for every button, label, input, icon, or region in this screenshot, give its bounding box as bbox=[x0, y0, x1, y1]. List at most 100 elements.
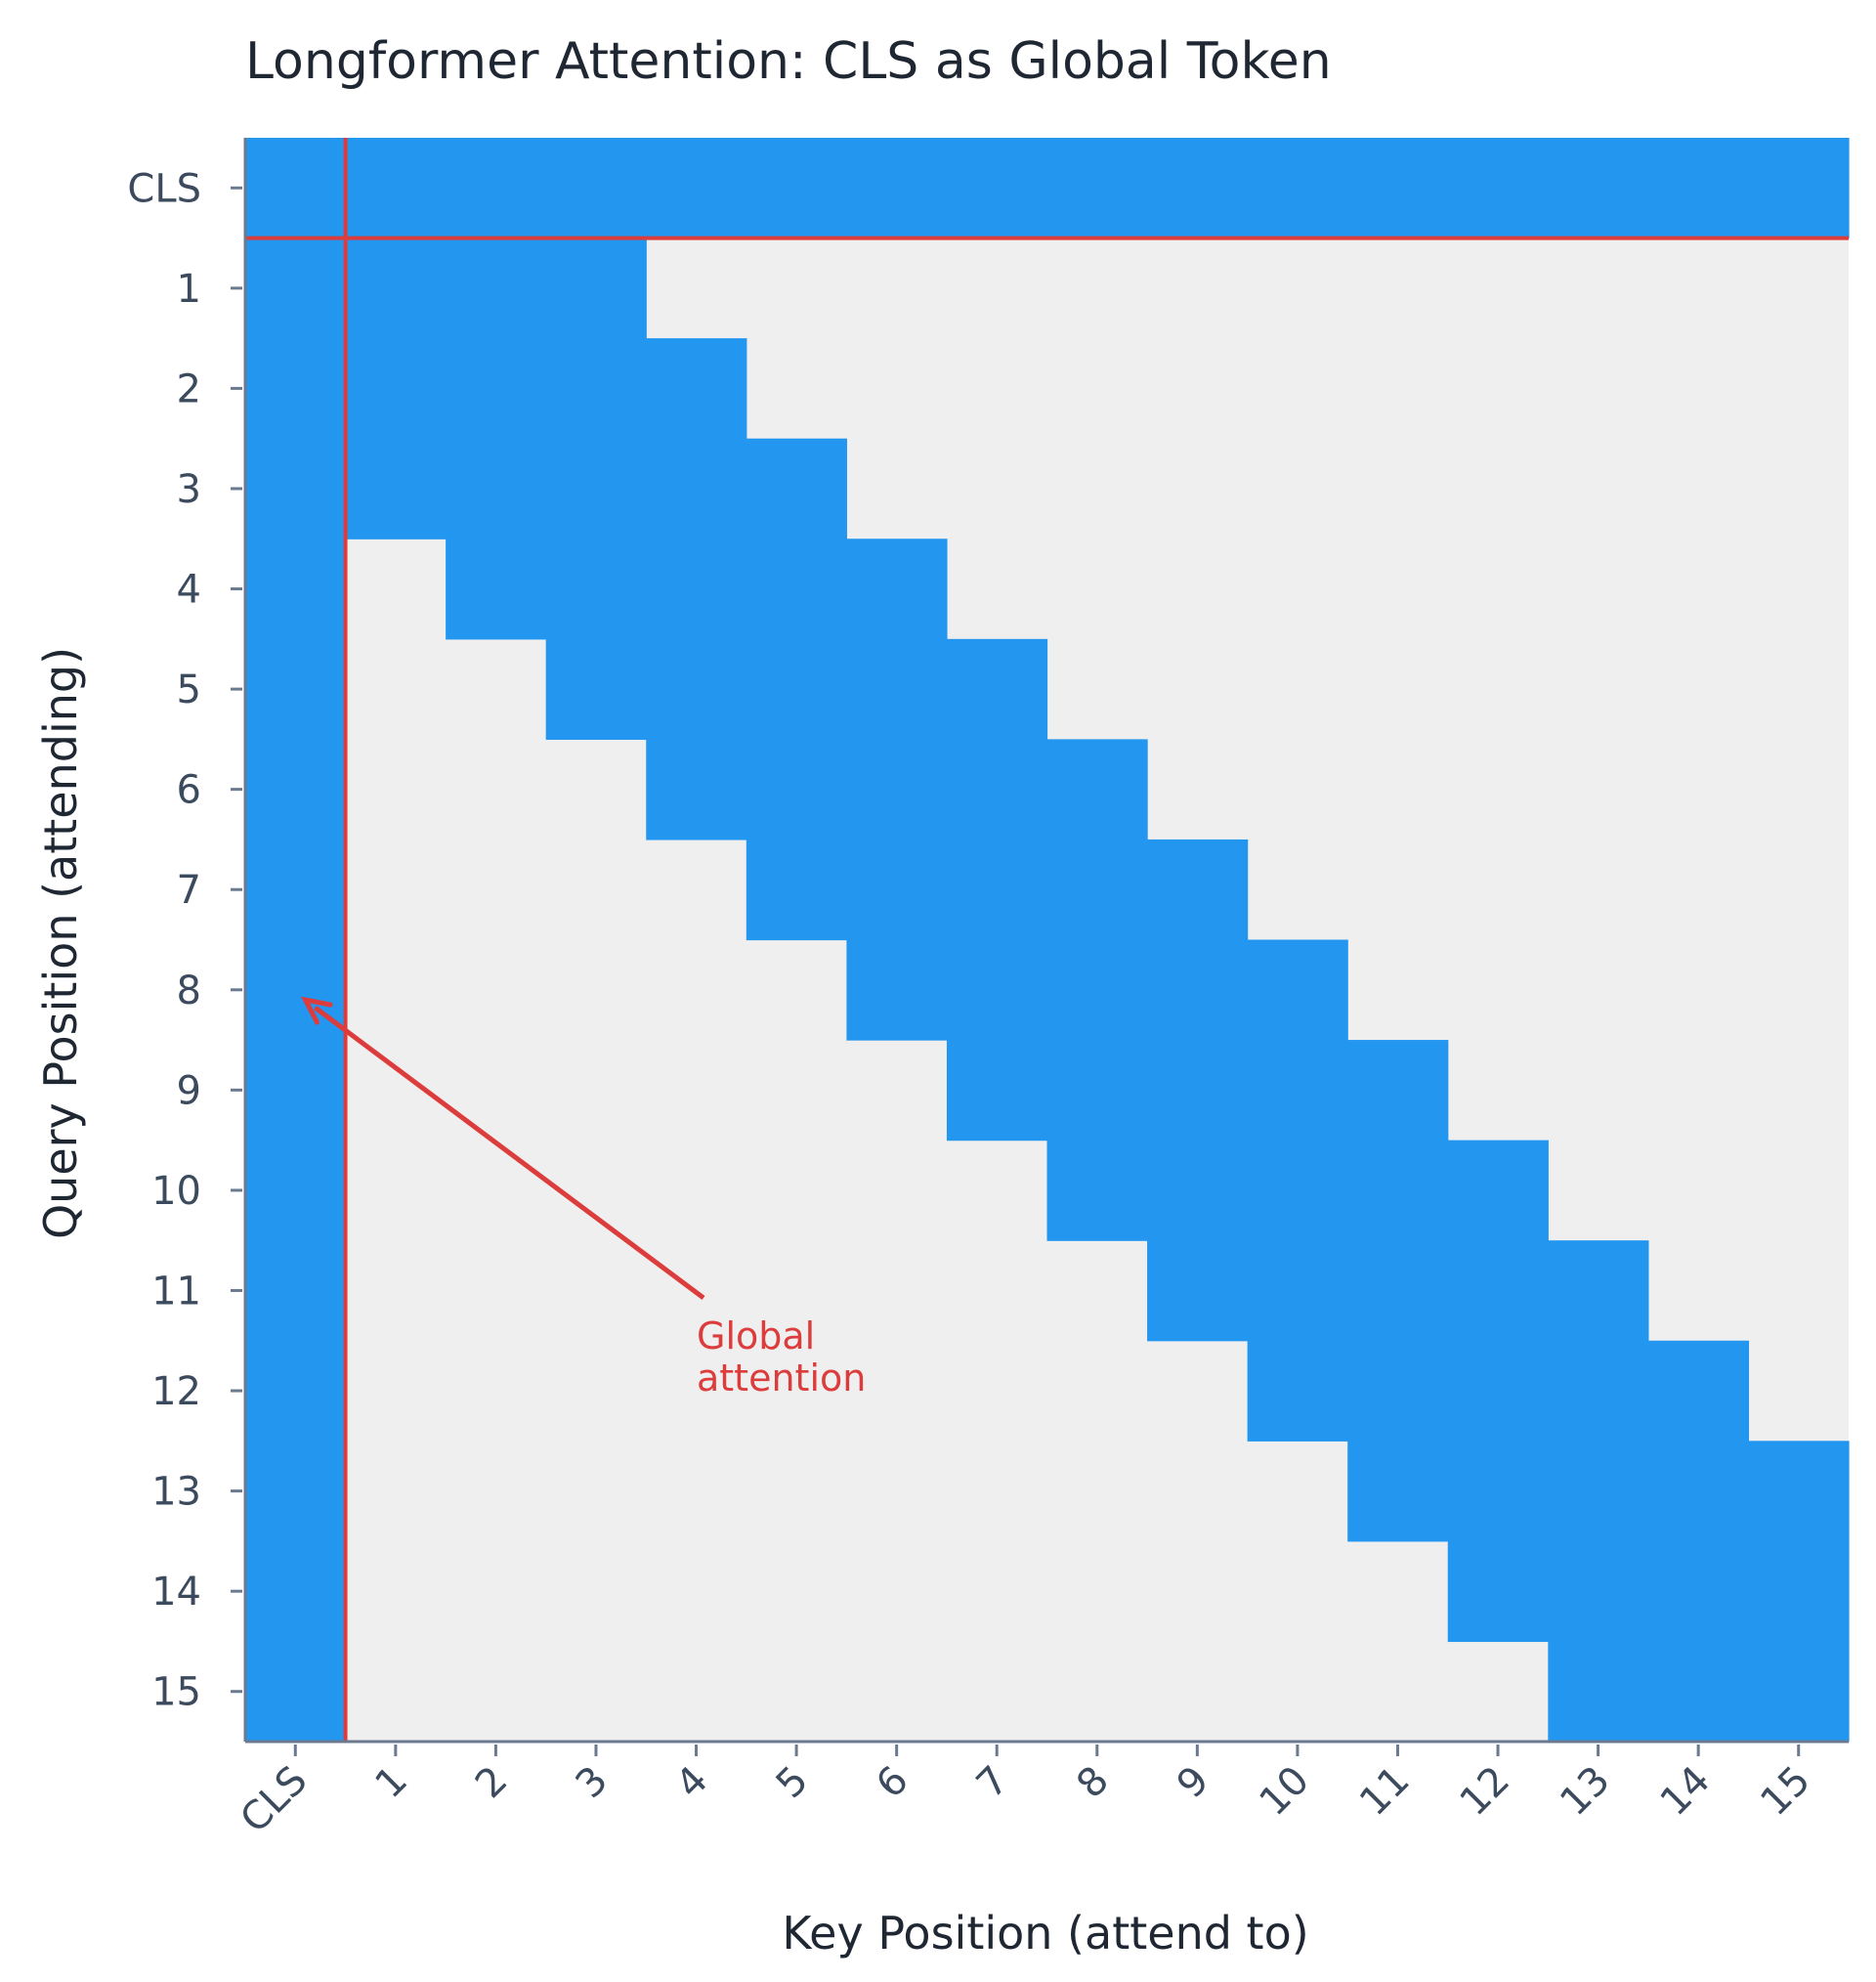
heatmap-cell bbox=[545, 338, 647, 440]
heatmap-cell bbox=[1247, 1340, 1348, 1442]
heatmap-cell bbox=[245, 438, 347, 539]
heatmap-cell bbox=[1046, 839, 1148, 941]
heatmap-cell bbox=[545, 138, 647, 239]
chart-title: Longformer Attention: CLS as Global Toke… bbox=[245, 32, 1332, 91]
heatmap-cell bbox=[545, 638, 647, 740]
heatmap-cell bbox=[946, 1040, 1048, 1142]
heatmap-cell bbox=[646, 739, 747, 840]
heatmap-cell bbox=[946, 839, 1048, 941]
x-tick-label: 12 bbox=[1452, 1758, 1519, 1826]
heatmap-cell bbox=[746, 638, 847, 740]
x-tick-label: 5 bbox=[768, 1758, 818, 1808]
heatmap-cell bbox=[646, 638, 747, 740]
heatmap-cell bbox=[1046, 1140, 1148, 1241]
heatmap-cell bbox=[545, 237, 647, 339]
heatmap-cell bbox=[1247, 138, 1348, 239]
y-tick-label: 6 bbox=[177, 768, 201, 813]
heatmap-cell bbox=[846, 939, 948, 1041]
y-tick-label: 9 bbox=[177, 1068, 201, 1113]
heatmap-cell bbox=[1147, 939, 1249, 1041]
heatmap-cell bbox=[1447, 1441, 1549, 1542]
heatmap-cell bbox=[245, 237, 347, 339]
y-tick-label: 7 bbox=[177, 868, 201, 913]
x-tick-label: 9 bbox=[1169, 1758, 1218, 1808]
heatmap-cell bbox=[1548, 138, 1649, 239]
x-tick-label: 7 bbox=[968, 1758, 1018, 1808]
heatmap-cell bbox=[545, 438, 647, 539]
heatmap-cell bbox=[946, 138, 1048, 239]
heatmap-cell bbox=[446, 338, 547, 440]
heatmap-cell bbox=[446, 539, 547, 640]
heatmap-cell bbox=[1447, 138, 1549, 239]
x-tick-label: 3 bbox=[568, 1758, 618, 1808]
heatmap-cell bbox=[1347, 1240, 1449, 1342]
annotation-arrow-line bbox=[314, 1006, 705, 1301]
y-tick-label: 14 bbox=[151, 1570, 201, 1615]
heatmap-cell bbox=[1647, 1340, 1750, 1442]
x-tick-label: 13 bbox=[1552, 1758, 1619, 1826]
heatmap-cell bbox=[1548, 1240, 1649, 1342]
heatmap-cell bbox=[245, 138, 347, 239]
heatmap-cell bbox=[345, 438, 447, 539]
annotation-text: attention bbox=[697, 1357, 866, 1400]
global-token-highlights bbox=[245, 138, 1849, 1742]
x-axis-label: Key Position (attend to) bbox=[782, 1907, 1308, 1960]
heatmap-cell bbox=[846, 539, 948, 640]
heatmap-cell bbox=[245, 1240, 347, 1342]
heatmap-cell bbox=[846, 839, 948, 941]
heatmap-cell bbox=[1548, 1540, 1649, 1643]
heatmap-cell bbox=[1347, 1140, 1449, 1241]
heatmap-cell bbox=[245, 1641, 347, 1743]
y-tick-label: 15 bbox=[151, 1670, 201, 1715]
heatmap-cell bbox=[245, 1040, 347, 1142]
heatmap-cell bbox=[1147, 1040, 1249, 1142]
heatmap-cell bbox=[1147, 1140, 1249, 1241]
heatmap-cell bbox=[946, 939, 1048, 1041]
heatmap-cell bbox=[1748, 1540, 1850, 1643]
heatmap-cells bbox=[245, 138, 1850, 1743]
heatmap-cell bbox=[646, 438, 747, 539]
heatmap-cell bbox=[1046, 1040, 1148, 1142]
x-tick-label: 1 bbox=[366, 1758, 416, 1808]
y-tick-label: 4 bbox=[177, 568, 201, 613]
x-tick-label: 4 bbox=[667, 1758, 717, 1808]
y-tick-label: 2 bbox=[177, 366, 201, 411]
y-tick-label: 8 bbox=[177, 969, 201, 1013]
heatmap-cell bbox=[1748, 138, 1850, 239]
x-tick-label: 6 bbox=[868, 1758, 917, 1808]
heatmap-cell bbox=[1347, 1441, 1449, 1542]
heatmap-cell bbox=[946, 739, 1048, 840]
heatmap-cell bbox=[1748, 1441, 1850, 1542]
heatmap-cell bbox=[1447, 1240, 1549, 1342]
heatmap-cell bbox=[646, 539, 747, 640]
heatmap-cell bbox=[446, 237, 547, 339]
heatmap-cell bbox=[1447, 1340, 1549, 1442]
heatmap-cell bbox=[345, 338, 447, 440]
x-tick-label: 2 bbox=[467, 1758, 517, 1808]
heatmap-cell bbox=[245, 939, 347, 1041]
heatmap-cell bbox=[1647, 1540, 1750, 1643]
x-tick-label: 14 bbox=[1652, 1758, 1720, 1826]
heatmap-cell bbox=[1647, 138, 1750, 239]
heatmap-cell bbox=[545, 539, 647, 640]
heatmap-cell bbox=[1748, 1641, 1850, 1743]
x-tick-label: 11 bbox=[1351, 1758, 1419, 1826]
y-tick-label: 5 bbox=[177, 668, 201, 712]
y-tick-label: 10 bbox=[151, 1169, 201, 1214]
x-tick-label: 10 bbox=[1251, 1758, 1318, 1826]
heatmap-cell bbox=[1647, 1441, 1750, 1542]
heatmap-cell bbox=[746, 739, 847, 840]
heatmap-cell bbox=[245, 1441, 347, 1542]
y-tick-label: 11 bbox=[151, 1269, 201, 1314]
heatmap-cell bbox=[1247, 1140, 1348, 1241]
x-tick-label: 8 bbox=[1068, 1758, 1118, 1808]
x-tick-label: CLS bbox=[232, 1758, 316, 1842]
heatmap-cell bbox=[1046, 739, 1148, 840]
heatmap-cell bbox=[1147, 138, 1249, 239]
heatmap-cell bbox=[846, 638, 948, 740]
x-tick-label: 15 bbox=[1752, 1758, 1819, 1826]
annotation-arrowhead bbox=[300, 996, 333, 1025]
heatmap-cell bbox=[746, 839, 847, 941]
heatmap-cell bbox=[1247, 939, 1348, 1041]
